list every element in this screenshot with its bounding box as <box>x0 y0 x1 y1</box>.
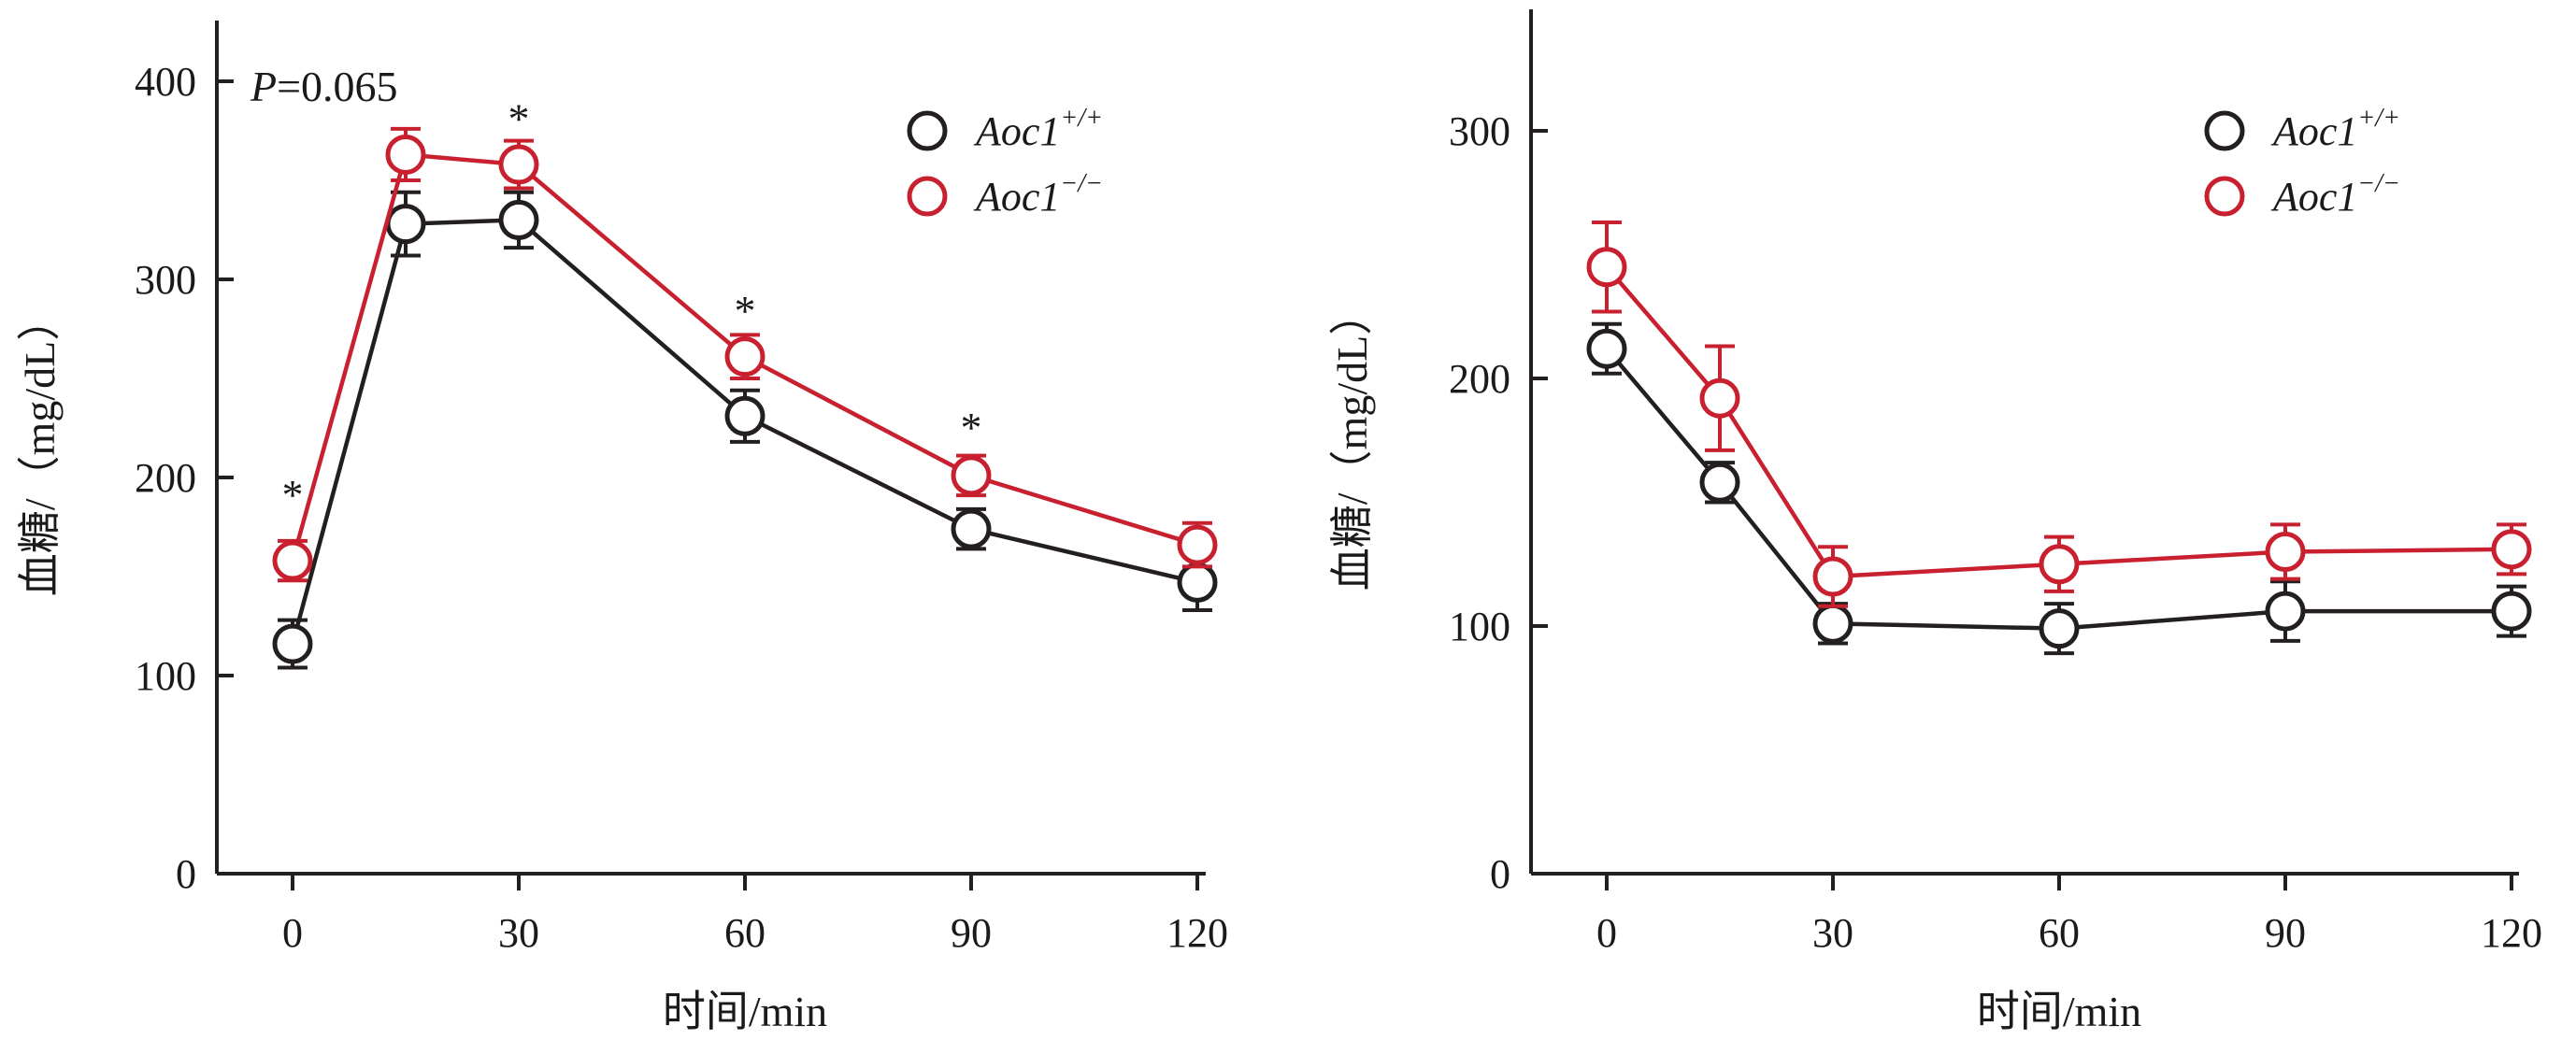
data-point <box>385 134 426 175</box>
data-point <box>2491 591 2532 632</box>
x-tick-label: 90 <box>2265 910 2306 956</box>
x-axis-title: 时间/min <box>663 988 827 1035</box>
y-axis-title: 血糖/（mg/dL） <box>1328 292 1376 591</box>
data-point <box>498 199 539 240</box>
data-point <box>2265 591 2306 632</box>
data-point <box>1699 377 1740 419</box>
significance-asterisk: * <box>961 404 982 451</box>
data-point <box>1177 562 1218 603</box>
series-line <box>290 218 1198 645</box>
chart-panel-2: 0 100 200 300 0 30 60 90 120 时间/min 血糖/（mg/dL） Aoc1… <box>1328 9 2542 1035</box>
series-line <box>290 152 1198 562</box>
p-value: =0.065 <box>277 63 397 110</box>
data-point <box>2039 544 2080 585</box>
y-axis-title: 血糖/（mg/dL） <box>16 298 64 596</box>
legend-label-base: Aoc1 <box>973 174 1060 220</box>
series-line <box>1605 347 2512 631</box>
data-point <box>951 455 992 496</box>
y-tick-label: 400 <box>135 59 196 105</box>
y-tick-label: 100 <box>135 653 196 699</box>
data-point <box>2265 532 2306 572</box>
data-point <box>498 144 539 185</box>
x-tick-label: 90 <box>951 910 992 956</box>
legend-label-knockout: Aoc1−/− <box>2270 169 2400 220</box>
series-knockout <box>1586 221 2532 608</box>
series-wildtype <box>1586 321 2532 656</box>
x-tick-label: 30 <box>498 910 539 956</box>
data-point <box>2039 608 2080 649</box>
legend-label-superscript: +/+ <box>2357 104 2400 133</box>
legend-label-wildtype: Aoc1+/+ <box>2270 104 2400 154</box>
y-tick-label: 200 <box>1449 356 1510 402</box>
legend-label-base: Aoc1 <box>2270 174 2357 220</box>
legend-label-base: Aoc1 <box>2270 108 2357 154</box>
chart-panel-1: 0 100 200 300 400 0 30 60 90 120 时间/min 血糖/（mg/dL） *… <box>16 21 1228 1035</box>
series-wildtype <box>272 190 1218 670</box>
legend-marker-wildtype <box>2204 110 2245 151</box>
y-tick-label: 200 <box>135 455 196 501</box>
p-value-annotation: P=0.065 <box>250 63 398 110</box>
significance-asterisk: * <box>735 287 756 335</box>
data-point <box>951 508 992 549</box>
series-line <box>1605 265 2512 579</box>
significance-asterisk: * <box>282 471 304 519</box>
legend: Aoc1+/+Aoc1−/− <box>907 104 1103 220</box>
y-tick-label: 0 <box>176 851 196 897</box>
p-symbol: P <box>250 63 277 110</box>
y-tick-label: 0 <box>1490 851 1510 897</box>
legend-marker-knockout <box>2204 176 2245 217</box>
x-axis-title: 时间/min <box>1977 988 2141 1035</box>
y-tick-label: 300 <box>135 257 196 303</box>
data-point <box>272 540 313 581</box>
series-knockout <box>272 126 1218 583</box>
legend-label-superscript: −/− <box>1060 169 1103 198</box>
x-tick-label: 120 <box>2481 910 2542 956</box>
legend-label-base: Aoc1 <box>973 108 1060 154</box>
y-tick-label: 100 <box>1449 604 1510 649</box>
data-point <box>1586 328 1627 369</box>
data-point <box>724 336 766 377</box>
data-point <box>385 204 426 245</box>
y-tick-label: 300 <box>1449 108 1510 154</box>
x-tick-label: 60 <box>724 910 766 956</box>
legend-marker-knockout <box>907 176 948 217</box>
legend-label-superscript: −/− <box>2357 169 2400 198</box>
legend: Aoc1+/+Aoc1−/− <box>2204 104 2400 220</box>
data-point <box>2491 529 2532 570</box>
data-point <box>1812 556 1853 597</box>
data-point <box>1812 603 1853 644</box>
x-tick-label: 60 <box>2039 910 2080 956</box>
legend-marker-wildtype <box>907 110 948 151</box>
data-point <box>1586 247 1627 288</box>
x-tick-label: 0 <box>282 910 303 956</box>
legend-label-superscript: +/+ <box>1060 104 1103 133</box>
x-tick-label: 30 <box>1812 910 1853 956</box>
legend-label-wildtype: Aoc1+/+ <box>973 104 1103 154</box>
legend-label-knockout: Aoc1−/− <box>973 169 1103 220</box>
significance-asterisk: * <box>508 94 530 142</box>
data-point <box>272 623 313 664</box>
data-point <box>1699 462 1740 503</box>
x-tick-label: 120 <box>1166 910 1228 956</box>
x-tick-label: 0 <box>1596 910 1617 956</box>
data-point <box>1177 524 1218 565</box>
data-point <box>724 395 766 436</box>
